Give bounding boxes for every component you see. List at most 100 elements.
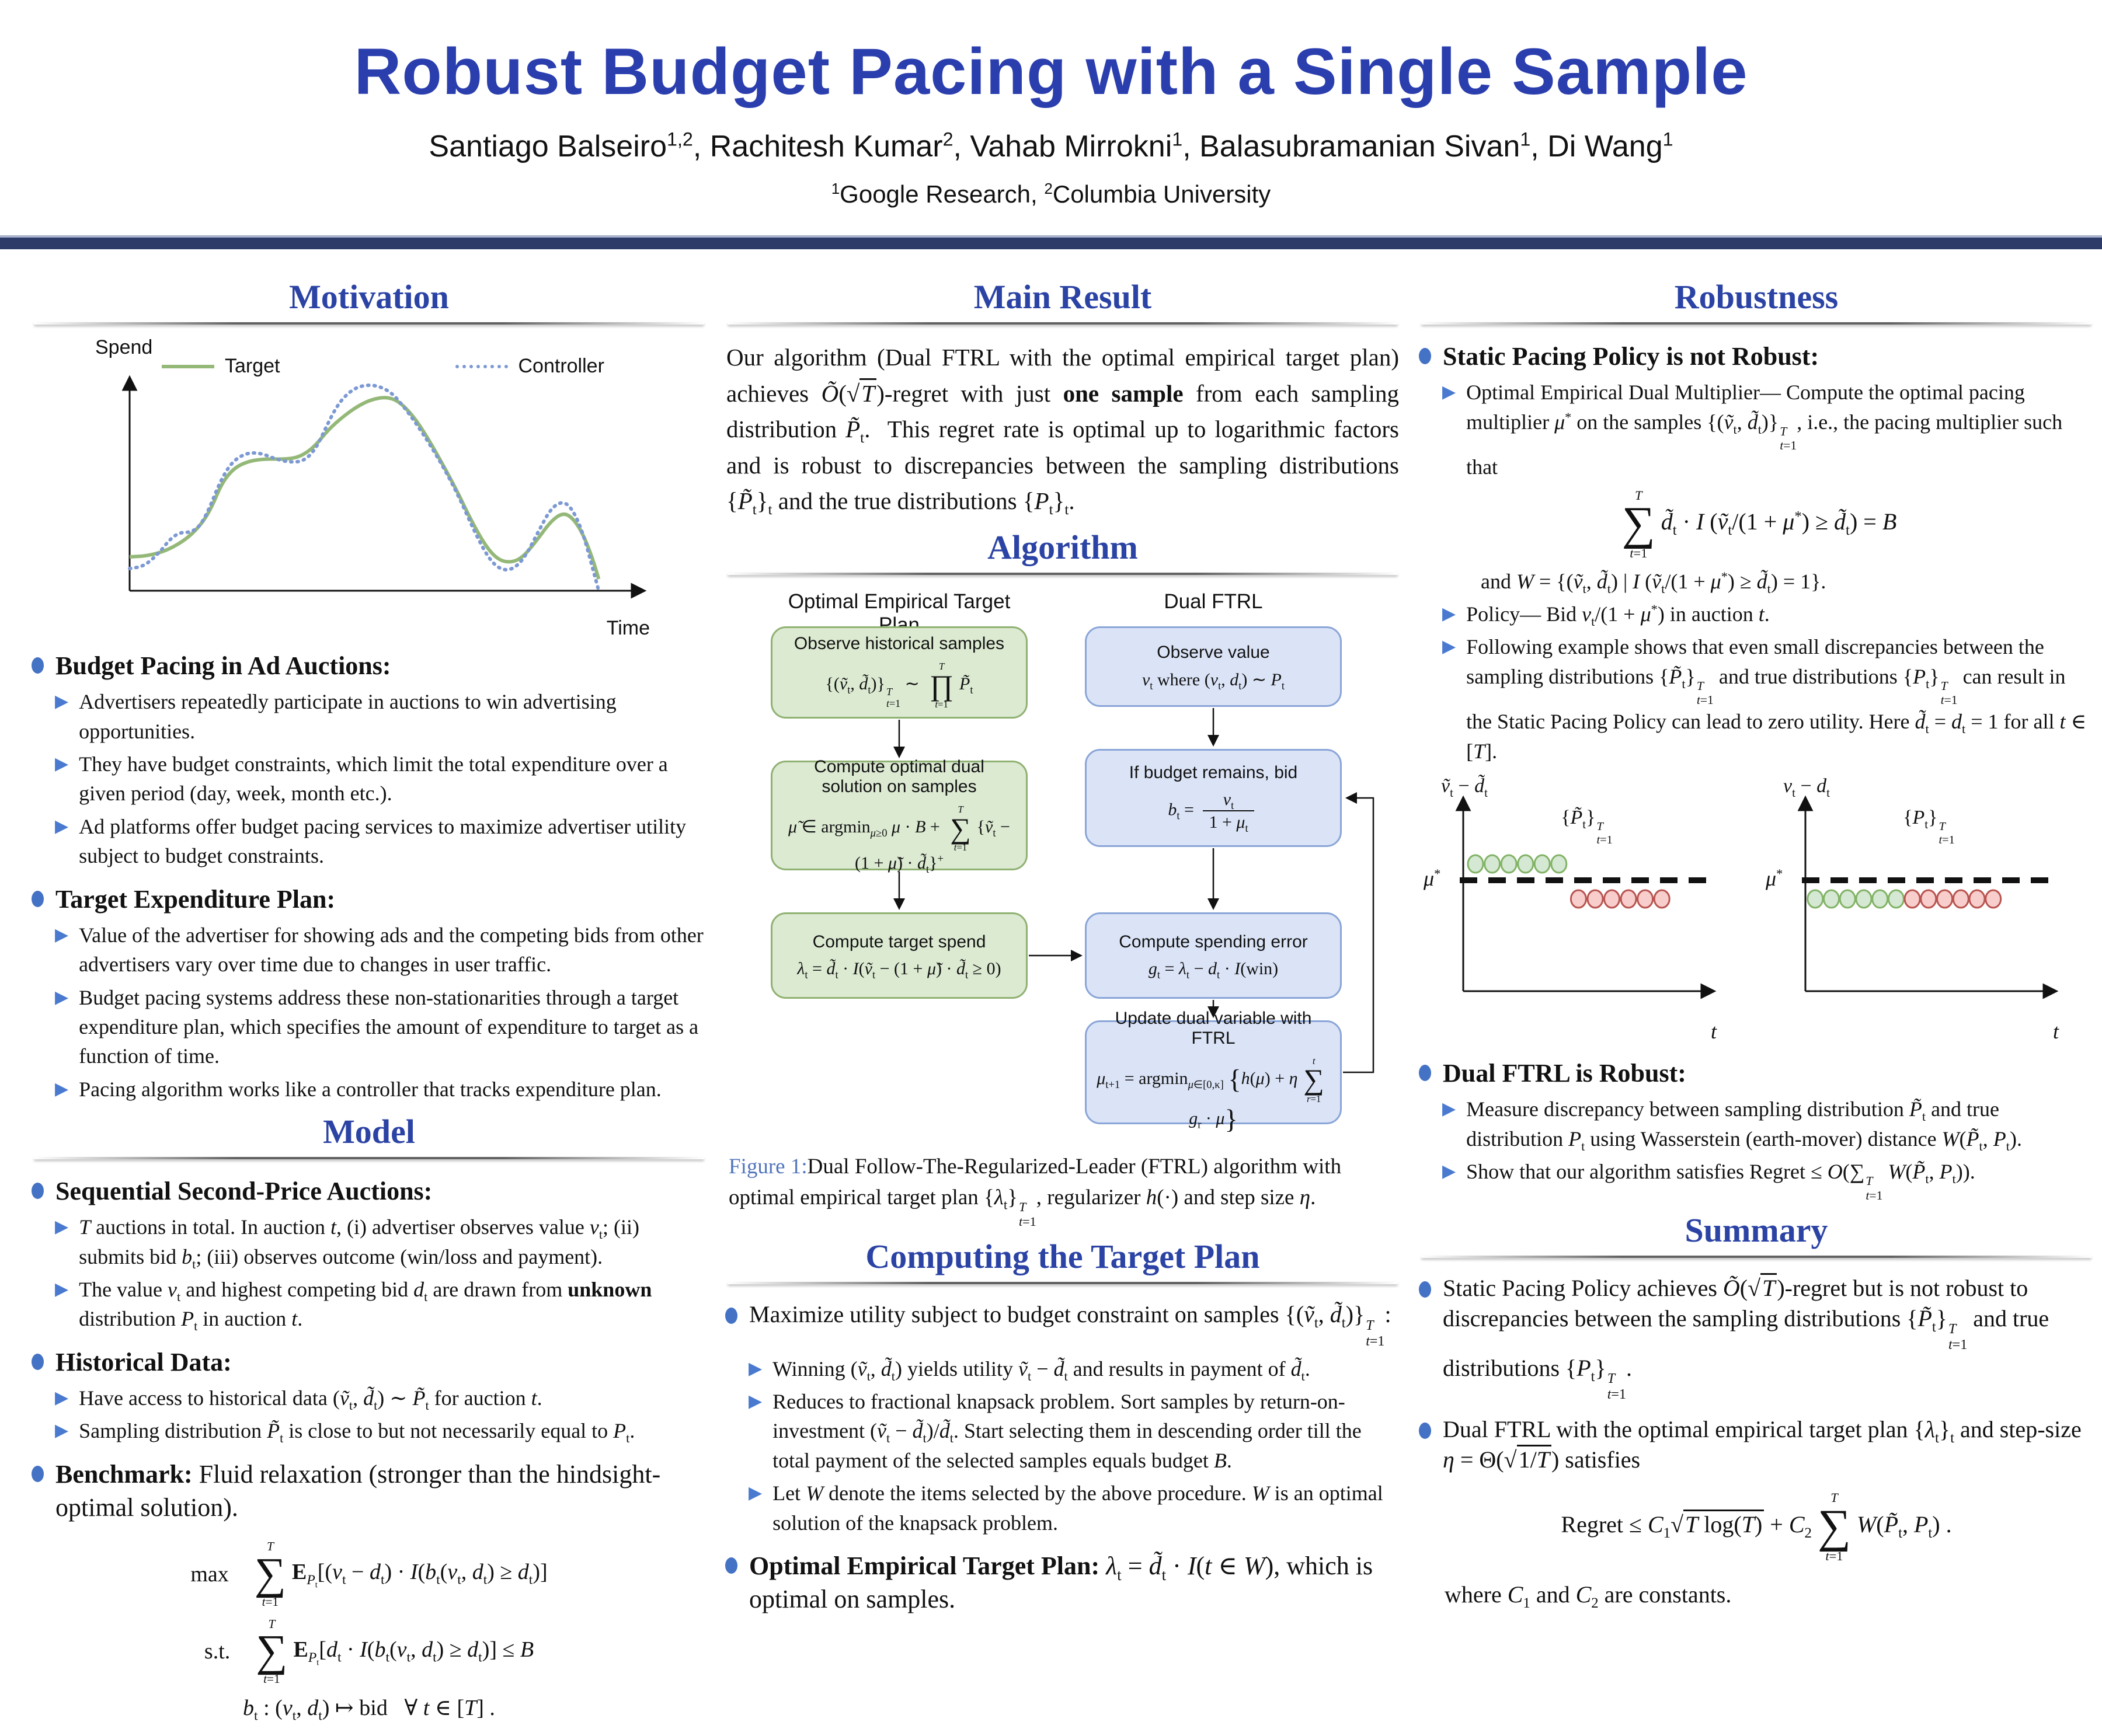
sub-bullet: ▶ Measure discrepancy between sampling di… xyxy=(1442,1097,2022,1153)
triangle-bullet-icon: ▶ xyxy=(749,1483,763,1504)
section-rule xyxy=(1421,322,2091,325)
spend-time-chart: Spend Target Controller Time xyxy=(74,336,664,639)
box-compute-dual-solution: Compute optimal dual solution on samples… xyxy=(771,757,1028,874)
sub-bullet: ▶ Show that our algorithm satisfies Regre… xyxy=(1442,1160,1975,1202)
algorithm-flowchart: Optimal Empirical Target Plan Dual FTRL … xyxy=(724,590,1395,1136)
sub-bullet: ▶ Advertisers repeatedly participate in a… xyxy=(55,687,708,746)
triangle-bullet-icon: ▶ xyxy=(1442,604,1456,625)
bullet-optimal-target-plan: Optimal Empirical Target Plan: λt = d̃t … xyxy=(724,1549,1401,1616)
bullet-summary-static: Static Pacing Policy achieves Õ(√T)-regr… xyxy=(1418,1273,2095,1403)
sub-bullet: ▶ Sampling distribution P̃t is close to b… xyxy=(55,1419,635,1446)
bullet-icon xyxy=(725,1557,737,1574)
bullet-budget-pacing: Budget Pacing in Ad Auctions: xyxy=(30,649,708,682)
flowchart-left-title: Optimal Empirical Target Plan xyxy=(788,590,1011,636)
bullet-icon xyxy=(1419,1423,1431,1439)
triangle-bullet-icon: ▶ xyxy=(55,691,69,712)
mu-star-label: μ* xyxy=(1424,866,1441,891)
triangle-bullet-icon: ▶ xyxy=(55,1279,69,1300)
box-compute-target-spend: Compute target spend λt = d̃t · I(ṽt − (… xyxy=(771,912,1028,999)
plot-ylabel: vt − dt xyxy=(1783,775,1830,800)
benchmark-equations: max T ∑ t=1 EPt[(vt − dt) · I(bt(vt, dt) ≥ d… xyxy=(30,1539,708,1724)
dual-multiplier-equation: T ∑ t=1 d̃t · I (ṽt/(1 + μ*) ≥ d̃t) = B xyxy=(1621,487,1897,560)
section-heading-motivation: Motivation xyxy=(289,278,449,316)
section-heading-algorithm: Algorithm xyxy=(987,528,1138,566)
bullet-sequential-auctions: Sequential Second-Price Auctions: xyxy=(30,1174,708,1208)
bullet-static-not-robust: Static Pacing Policy is not Robust: xyxy=(1418,340,2095,373)
triangle-bullet-icon: ▶ xyxy=(55,986,69,1008)
triangle-bullet-icon: ▶ xyxy=(749,1358,763,1379)
bullet-icon xyxy=(1419,348,1431,364)
poster-header: Robust Budget Pacing with a Single Sampl… xyxy=(0,0,2102,208)
sub-bullet: ▶ Budget pacing systems address these non… xyxy=(55,983,708,1071)
figure-label: Figure 1: xyxy=(729,1154,808,1179)
time-axis-label: Time xyxy=(606,617,650,639)
sub-bullet: ▶ Reduces to fractional knapsack problem.… xyxy=(749,1387,1401,1475)
sub-bullet: ▶ Optimal Empirical Dual Multiplier— Comp… xyxy=(1442,378,2095,482)
section-heading-summary: Summary xyxy=(1685,1211,1828,1249)
figure-caption: Figure 1:Dual Follow-The-Regularized-Lea… xyxy=(729,1154,1342,1229)
section-heading-model: Model xyxy=(323,1113,415,1151)
section-rule xyxy=(728,572,1398,575)
sub-bullet: ▶ Following example shows that even small… xyxy=(1442,632,2095,766)
mu-star-label: μ* xyxy=(1766,866,1783,891)
sub-bullet: ▶ They have budget constraints, which lim… xyxy=(55,750,708,808)
box-bid-if-budget: If budget remains, bid bt = vt 1 + μt xyxy=(1085,748,1342,847)
triangle-bullet-icon: ▶ xyxy=(55,1388,69,1408)
section-rule xyxy=(34,322,704,325)
column-motivation-model: Motivation Spend Target Controller Time … xyxy=(30,269,708,1736)
bullet-icon xyxy=(32,1183,44,1200)
sub-bullet: ▶ The value vt and highest competing bid … xyxy=(55,1278,652,1334)
legend-target: Target xyxy=(162,355,280,378)
section-rule xyxy=(728,1282,1398,1285)
triangle-bullet-icon: ▶ xyxy=(55,1078,69,1099)
bullet-summary-dual-ftrl: Dual FTRL with the optimal empirical tar… xyxy=(1418,1414,2095,1475)
equation-max: max T ∑ t=1 EPt[(vt − dt) · I(bt(vt, dt) ≥ d… xyxy=(190,1539,548,1609)
regret-bound-equation: Regret ≤ C1√T log(T) + C2 T ∑ t=1 W(P̃t, Pt)… xyxy=(1561,1490,1952,1563)
poster-title: Robust Budget Pacing with a Single Sampl… xyxy=(354,35,1748,108)
sub-bullet: ▶ Policy— Bid vt/(1 + μ*) in auction t. xyxy=(1442,602,1770,629)
spend-axis-label: Spend xyxy=(95,336,153,358)
triangle-bullet-icon: ▶ xyxy=(749,1391,763,1411)
sub-bullet: ▶ Let W denote the items selected by the … xyxy=(749,1479,1401,1538)
triangle-bullet-icon: ▶ xyxy=(1442,382,1456,403)
bullet-dual-ftrl-robust: Dual FTRL is Robust: xyxy=(1418,1057,2095,1090)
column-robustness-summary: Robustness Static Pacing Policy is not R… xyxy=(1418,269,2095,1736)
triangle-bullet-icon: ▶ xyxy=(1442,1161,1456,1182)
plot-svg xyxy=(1455,795,1717,999)
sub-bullet: ▶ T auctions in total. In auction t, (i) … xyxy=(55,1215,640,1271)
column-result-algorithm: Main Result Our algorithm (Dual FTRL wit… xyxy=(724,269,1401,1736)
bullet-icon xyxy=(32,657,44,674)
triangle-bullet-icon: ▶ xyxy=(55,815,69,836)
section-rule xyxy=(728,322,1398,325)
bullet-icon xyxy=(32,1465,44,1482)
main-result-text: Our algorithm (Dual FTRL with the optima… xyxy=(726,344,1400,518)
section-heading-robustness: Robustness xyxy=(1674,278,1839,316)
spend-chart-svg xyxy=(121,375,647,599)
controller-line-swatch xyxy=(455,364,508,368)
plot-svg xyxy=(1797,795,2059,999)
triangle-bullet-icon: ▶ xyxy=(55,753,69,774)
equation-bid-map: bt : (vt, dt) ↦ bid ∀ t ∈ [T] . xyxy=(243,1695,495,1724)
triangle-bullet-icon: ▶ xyxy=(1442,1099,1456,1120)
bullet-icon xyxy=(1419,1281,1431,1298)
section-rule xyxy=(34,1157,704,1160)
plot-ylabel: ṽt − d̃t xyxy=(1441,775,1488,800)
bullet-icon xyxy=(32,1353,44,1370)
bullet-target-expenditure: Target Expenditure Plan: xyxy=(30,883,708,916)
equation-st: s.t. T ∑ t=1 EPt[dt · I(bt(vt, dt) ≥ dt)] ≤ … xyxy=(204,1617,534,1686)
section-heading-main-result: Main Result xyxy=(973,278,1152,316)
triangle-bullet-icon: ▶ xyxy=(1442,636,1456,657)
controller-legend-label: Controller xyxy=(518,355,604,377)
target-line-swatch xyxy=(162,364,214,368)
sub-bullet: ▶ Winning (ṽt, d̃t) yields utility ṽt − d… xyxy=(749,1357,1310,1383)
affiliations-line: 1Google Research, 2Columbia University xyxy=(831,180,1271,208)
bullet-icon xyxy=(1419,1065,1431,1082)
sub-bullet: ▶ Ad platforms offer budget pacing servic… xyxy=(55,812,708,871)
constants-note: where C1 and C2 are constants. xyxy=(1445,1581,1732,1612)
triangle-bullet-icon: ▶ xyxy=(55,1420,69,1441)
